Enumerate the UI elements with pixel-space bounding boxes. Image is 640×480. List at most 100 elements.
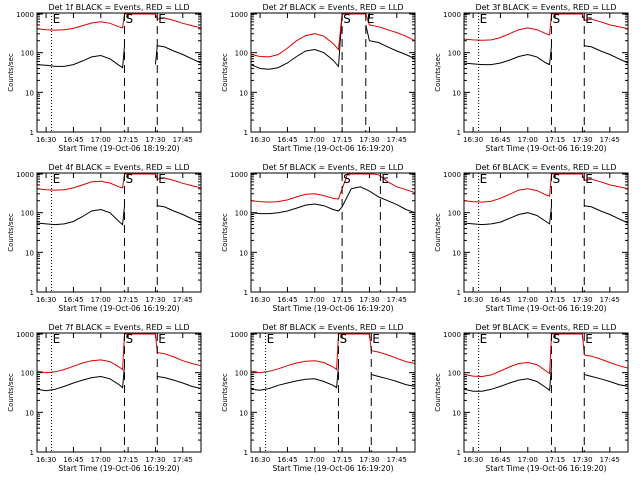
chart-4-x-tick-label: 17:15 [118,296,138,304]
chart-4-y-tick-label: 1 [30,289,34,297]
chart-5: Det 5f BLACK = Events, RED = LLD 1 10 100 10… [221,163,416,313]
chart-4-x-tick-label: 17:30 [145,296,165,304]
chart-3-y-tick-label: 100 [448,50,461,58]
chart-6-series-lld [463,173,629,203]
chart-2-marker-label: S [343,12,351,26]
chart-5-series-lld [250,173,416,203]
chart-3-x-tick-label: 17:00 [518,136,538,144]
chart-3-frame [463,12,629,133]
chart-5-y-tick-label: 1000 [230,171,248,179]
chart-6-title: Det 6f BLACK = Events, RED = LLD [475,163,616,172]
chart-2-y-tick-label: 1 [244,129,248,137]
chart-3-title: Det 3f BLACK = Events, RED = LLD [475,3,616,12]
chart-9-frame [463,332,629,453]
chart-5-x-tick-label: 16:45 [277,296,297,304]
chart-1-series-events [36,45,202,69]
chart-1-x-tick-label: 16:45 [63,136,83,144]
chart-9-x-axis-label: Start Time (19-Oct-06 16:19:20) [485,464,606,473]
chart-2-x-tick-label: 17:15 [332,136,352,144]
chart-8-frame [250,332,416,453]
chart-3-y-tick-label: 1 [457,129,461,137]
chart-8-x-axis-label: Start Time (19-Oct-06 16:19:20) [272,464,393,473]
chart-4: Det 4f BLACK = Events, RED = LLD 1 10 100 10… [7,163,202,313]
chart-3-x-axis-label: Start Time (19-Oct-06 16:19:20) [485,144,606,153]
chart-7: Det 7f BLACK = Events, RED = LLD 1 10 100 10… [7,323,202,473]
chart-5-x-tick-label: 17:00 [305,296,325,304]
chart-5-y-tick-label: 1 [244,289,248,297]
chart-9-y-tick-label: 10 [452,409,461,417]
chart-2-x-tick-label: 17:00 [305,136,325,144]
chart-5-frame [250,172,416,293]
chart-7-series-lld [36,333,202,374]
chart-4-frame [36,172,202,293]
chart-6-y-axis-label: Counts/sec [434,213,442,252]
chart-2-x-tick-label: 16:30 [250,136,270,144]
chart-6-marker-label: E [585,172,593,186]
chart-2-y-axis-label: Counts/sec [221,53,229,92]
chart-7-series-events [36,365,202,392]
chart-6-marker-label: S [552,172,560,186]
chart-9-y-axis-label: Counts/sec [434,373,442,412]
chart-5-title: Det 5f BLACK = Events, RED = LLD [262,163,403,172]
chart-2-x-axis-label: Start Time (19-Oct-06 16:19:20) [272,144,393,153]
chart-7-marker-label: E [158,332,166,346]
chart-1-y-axis-label: Counts/sec [7,53,15,92]
chart-4-y-tick-label: 1000 [16,171,34,179]
chart-2-y-tick-label: 1000 [230,11,248,19]
chart-9-marker-label: S [552,332,560,346]
chart-4-marker-label: S [125,172,133,186]
chart-1-y-tick-label: 1000 [16,11,34,19]
chart-3-x-tick-label: 17:15 [545,136,565,144]
chart-9-x-tick-label: 16:30 [463,456,483,464]
chart-1-marker-label: E [53,12,61,26]
chart-6-x-tick-label: 17:30 [572,296,592,304]
chart-2-x-tick-label: 17:30 [359,136,379,144]
chart-8-x-tick-label: 17:15 [332,456,352,464]
chart-7-x-tick-label: 17:00 [91,456,111,464]
chart-9-x-tick-label: 17:00 [518,456,538,464]
chart-2-series-lld [250,13,416,58]
chart-4-y-tick-label: 10 [25,249,34,257]
chart-2-marker-label: E [367,12,375,26]
chart-5-y-tick-label: 100 [235,210,248,218]
chart-6-y-tick-label: 10 [452,249,461,257]
chart-4-y-axis-label: Counts/sec [7,213,15,252]
chart-4-x-tick-label: 16:45 [63,296,83,304]
chart-6-x-tick-label: 17:15 [545,296,565,304]
chart-8-title: Det 8f BLACK = Events, RED = LLD [262,323,403,332]
chart-8-y-axis-label: Counts/sec [221,373,229,412]
chart-1-x-tick-label: 17:15 [118,136,138,144]
chart-1-marker-label: S [125,12,133,26]
chart-2-y-tick-label: 10 [239,89,248,97]
chart-4-marker-label: E [53,172,61,186]
chart-8-x-tick-label: 17:45 [387,456,407,464]
chart-2: Det 2f BLACK = Events, RED = LLD 1 10 100 10… [221,3,416,153]
chart-1-frame [36,12,202,133]
chart-1-marker-label: E [158,12,166,26]
chart-9-x-tick-label: 17:30 [572,456,592,464]
chart-2-x-tick-label: 17:45 [387,136,407,144]
chart-7-x-tick-label: 17:45 [173,456,193,464]
chart-1-series-lld [36,13,202,31]
chart-5-x-axis-label: Start Time (19-Oct-06 16:19:20) [272,304,393,313]
chart-8-marker-label: S [339,332,347,346]
chart-6-x-tick-label: 17:45 [600,296,620,304]
chart-3-marker-label: E [480,12,488,26]
chart-6: Det 6f BLACK = Events, RED = LLD 1 10 100 10… [434,163,629,313]
chart-4-marker-label: E [158,172,166,186]
chart-5-y-tick-label: 10 [239,249,248,257]
chart-8-y-tick-label: 10 [239,409,248,417]
chart-6-x-axis-label: Start Time (19-Oct-06 16:19:20) [485,304,606,313]
chart-3-x-tick-label: 17:30 [572,136,592,144]
chart-8-series-events [250,365,416,391]
chart-8-x-tick-label: 17:30 [359,456,379,464]
chart-1-y-tick-label: 1 [30,129,34,137]
chart-5-x-tick-label: 16:30 [250,296,270,304]
chart-7-x-tick-label: 16:45 [63,456,83,464]
chart-9-y-tick-label: 1000 [443,331,461,339]
chart-6-y-tick-label: 100 [448,210,461,218]
chart-6-series-events [463,205,629,226]
chart-2-series-events [250,13,416,70]
chart-3: Det 3f BLACK = Events, RED = LLD 1 10 100 10… [434,3,629,153]
